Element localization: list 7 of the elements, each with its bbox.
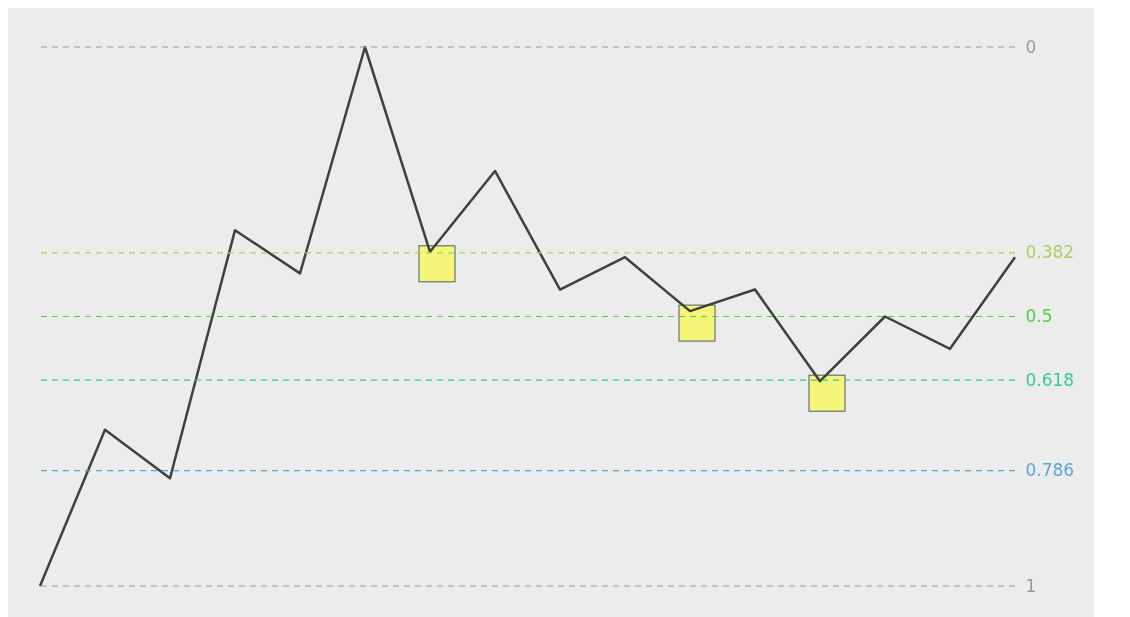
y-tick-label: 0.786 [1025, 460, 1075, 481]
y-tick-label: 0 [1025, 36, 1037, 57]
y-tick-label: 0.5 [1025, 306, 1053, 326]
y-tick-label: 1 [1025, 575, 1037, 596]
y-tick-label: 0.618 [1025, 369, 1075, 390]
line-series [38, 45, 1017, 588]
y-tick-label: 0.382 [1025, 242, 1075, 263]
